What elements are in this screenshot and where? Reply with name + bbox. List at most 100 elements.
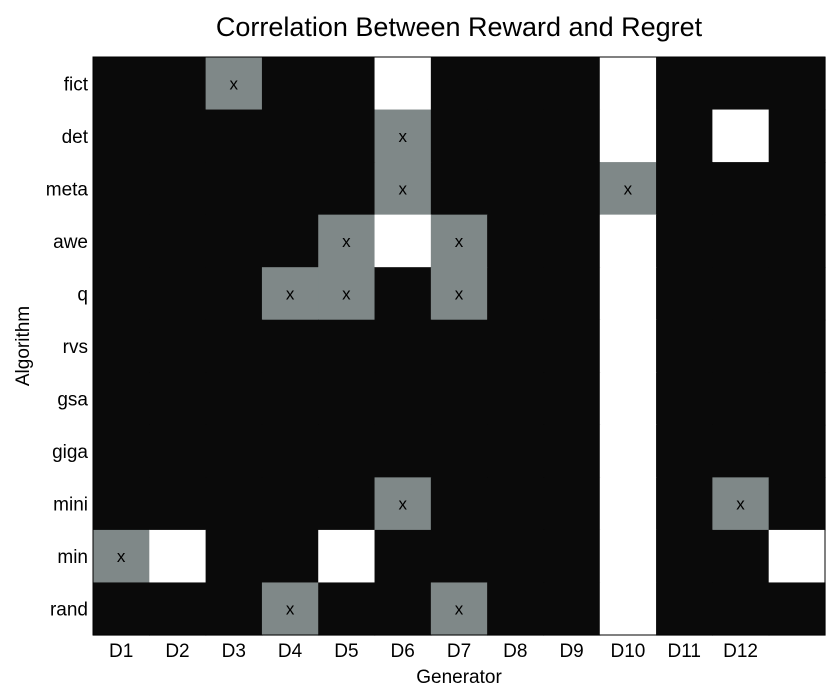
heatmap-cell-rvs-8 (487, 319, 545, 373)
heatmap-cell-giga-9 (543, 424, 601, 478)
heatmap-cell-gsa-12 (712, 372, 770, 426)
y-tick-min: min (57, 547, 88, 568)
plot-frame (92, 56, 826, 636)
heatmap-cell-meta-7 (430, 162, 488, 216)
x-tick-D11: D11 (668, 641, 701, 662)
chart-title: Correlation Between Reward and Regret (216, 12, 703, 42)
y-axis-label: Algorithm (13, 306, 34, 386)
heatmap-cell-rvs-13 (768, 319, 826, 373)
heatmap-cell-meta-8 (487, 162, 545, 216)
heatmap-cell-det-4 (261, 109, 319, 163)
x-tick-D1: D1 (109, 641, 133, 662)
heatmap-cell-det-12 (712, 109, 770, 163)
cell-marker-q-5: x (342, 284, 351, 303)
x-tick-D12: D12 (723, 641, 758, 662)
heatmap-cell-meta-13 (768, 162, 826, 216)
heatmap-cell-q-9 (543, 267, 601, 321)
y-tick-meta: meta (46, 179, 89, 200)
heatmap-cell-giga-3 (205, 424, 263, 478)
heatmap-cell-rvs-5 (318, 319, 376, 373)
heatmap-cell-rand-5 (318, 582, 376, 636)
cell-marker-meta-10: x (624, 179, 633, 198)
heatmap-cell-mini-4 (261, 477, 319, 531)
x-tick-D8: D8 (503, 641, 527, 662)
heatmap-cell-giga-10 (599, 424, 657, 478)
heatmap-cell-gsa-1 (93, 372, 150, 426)
heatmap-cell-gsa-11 (656, 372, 713, 426)
y-tick-gsa: gsa (57, 390, 88, 411)
heatmap-cell-fict-13 (768, 57, 826, 111)
heatmap-cell-meta-2 (149, 162, 207, 216)
heatmap-cell-rvs-2 (149, 319, 207, 373)
heatmap-cell-rand-8 (487, 582, 545, 636)
heatmap-cell-min-12 (712, 529, 770, 584)
heatmap-cell-rvs-1 (93, 319, 150, 373)
heatmap-cell-fict-3 (205, 57, 263, 111)
cell-marker-meta-6: x (398, 179, 407, 198)
heatmap-cell-q-2 (149, 267, 207, 321)
heatmap-cell-mini-12 (712, 477, 770, 531)
heatmap-cell-fict-10 (599, 57, 657, 111)
heatmap-cell-mini-7 (430, 477, 488, 531)
heatmap-cell-rand-2 (149, 582, 207, 636)
heatmap-cell-meta-12 (712, 162, 770, 216)
heatmap-cell-rand-9 (543, 582, 601, 636)
heatmap-cell-rand-7 (430, 582, 488, 636)
heatmap-cell-rvs-7 (430, 319, 488, 373)
x-tick-D7: D7 (447, 641, 471, 662)
heatmap-cell-fict-6 (374, 57, 432, 111)
heatmap-cell-meta-6 (374, 162, 432, 216)
x-tick-D6: D6 (391, 641, 415, 662)
heatmap-cell-rand-13 (768, 582, 826, 636)
heatmap-cell-awe-7 (430, 214, 488, 268)
heatmap-cell-min-1 (93, 529, 150, 584)
x-tick-D4: D4 (278, 641, 303, 662)
heatmap-cell-min-7 (430, 529, 488, 584)
y-tick-rand: rand (50, 600, 88, 621)
cell-marker-rand-4: x (286, 600, 295, 619)
heatmap-cell-gsa-13 (768, 372, 826, 426)
heatmap-cell-rand-4 (261, 582, 319, 636)
heatmap-cell-rvs-3 (205, 319, 263, 373)
heatmap-cell-q-10 (599, 267, 657, 321)
heatmap-cell-det-10 (599, 109, 657, 163)
heatmap-cell-min-9 (543, 529, 601, 584)
x-tick-labels: D1 D2 D3 D4 D5 D6 D7 D8 D9 D10 D11 D12 (109, 641, 758, 662)
heatmap-cell-rvs-11 (656, 319, 713, 373)
heatmap-cell-awe-10 (599, 214, 657, 268)
heatmap-cell-giga-2 (149, 424, 207, 478)
heatmap-cell-rand-1 (93, 582, 150, 636)
heatmap-cell-mini-8 (487, 477, 545, 531)
heatmap-cell-giga-11 (656, 424, 713, 478)
heatmap-cell-fict-11 (656, 57, 713, 111)
heatmap-cell-min-13 (768, 529, 826, 584)
heatmap-cell-fict-7 (430, 57, 488, 111)
heatmap-cell-mini-1 (93, 477, 150, 531)
heatmap-cell-gsa-6 (374, 372, 432, 426)
heatmap-cell-awe-12 (712, 214, 770, 268)
heatmap-cell-mini-2 (149, 477, 207, 531)
heatmap-cell-meta-4 (261, 162, 319, 216)
heatmap-cell-q-12 (712, 267, 770, 321)
y-tick-awe: awe (53, 232, 88, 253)
heatmap-cell-awe-2 (149, 214, 207, 268)
y-tick-rvs: rvs (63, 337, 88, 358)
heatmap-cell-rvs-12 (712, 319, 770, 373)
heatmap-cell-q-3 (205, 267, 263, 321)
cell-marker-fict-3: x (230, 74, 239, 93)
cell-markers: x x x x x x x x x x x x x x (117, 74, 745, 618)
heatmap-cell-awe-13 (768, 214, 826, 268)
heatmap-cell-det-3 (205, 109, 263, 163)
heatmap-cell-det-13 (768, 109, 826, 163)
heatmap-cell-min-8 (487, 529, 545, 584)
heatmap-cell-det-9 (543, 109, 601, 163)
heatmap-cell-mini-9 (543, 477, 601, 531)
cell-marker-awe-7: x (455, 232, 464, 251)
y-tick-giga: giga (52, 442, 88, 463)
heatmap-cell-det-5 (318, 109, 376, 163)
heatmap-cell-giga-5 (318, 424, 376, 478)
heatmap-cell-min-4 (261, 529, 319, 584)
heatmap-cell-meta-11 (656, 162, 713, 216)
heatmap-cell-rvs-4 (261, 319, 319, 373)
